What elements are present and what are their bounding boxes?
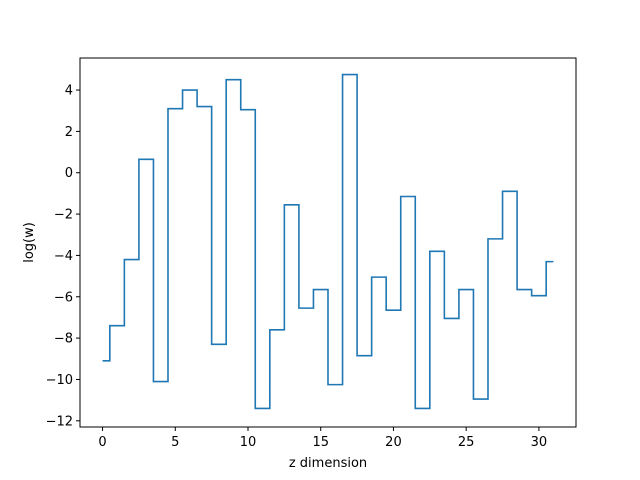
x-tick-label: 0: [98, 435, 106, 450]
x-tick-label: 5: [171, 435, 179, 450]
x-tick-label: 30: [531, 435, 548, 450]
x-axis-label: z dimension: [289, 456, 367, 471]
y-tick-label: −10: [46, 373, 73, 388]
y-tick-label: −8: [54, 332, 73, 347]
y-tick-label: 4: [65, 84, 73, 99]
y-tick-label: −12: [46, 414, 73, 429]
plot-area: [102, 73, 554, 410]
y-axis-label: log(w): [22, 222, 37, 263]
series-step-line: [102, 73, 554, 410]
y-tick-label: 0: [65, 166, 73, 181]
y-tick-label: −6: [54, 290, 73, 305]
axes-frame: [79, 57, 577, 428]
x-tick-label: 15: [312, 435, 329, 450]
x-axis-ticks: 0 5 10 15 20 25 30: [98, 427, 547, 450]
y-axis-ticks: −12 −10 −8 −6 −4 −2 0 2 4: [46, 84, 80, 429]
y-tick-label: 2: [65, 125, 73, 140]
x-tick-label: 10: [240, 435, 257, 450]
y-tick-label: −2: [54, 208, 73, 223]
x-tick-label: 20: [385, 435, 402, 450]
x-tick-label: 25: [458, 435, 475, 450]
y-tick-label: −4: [54, 249, 73, 264]
